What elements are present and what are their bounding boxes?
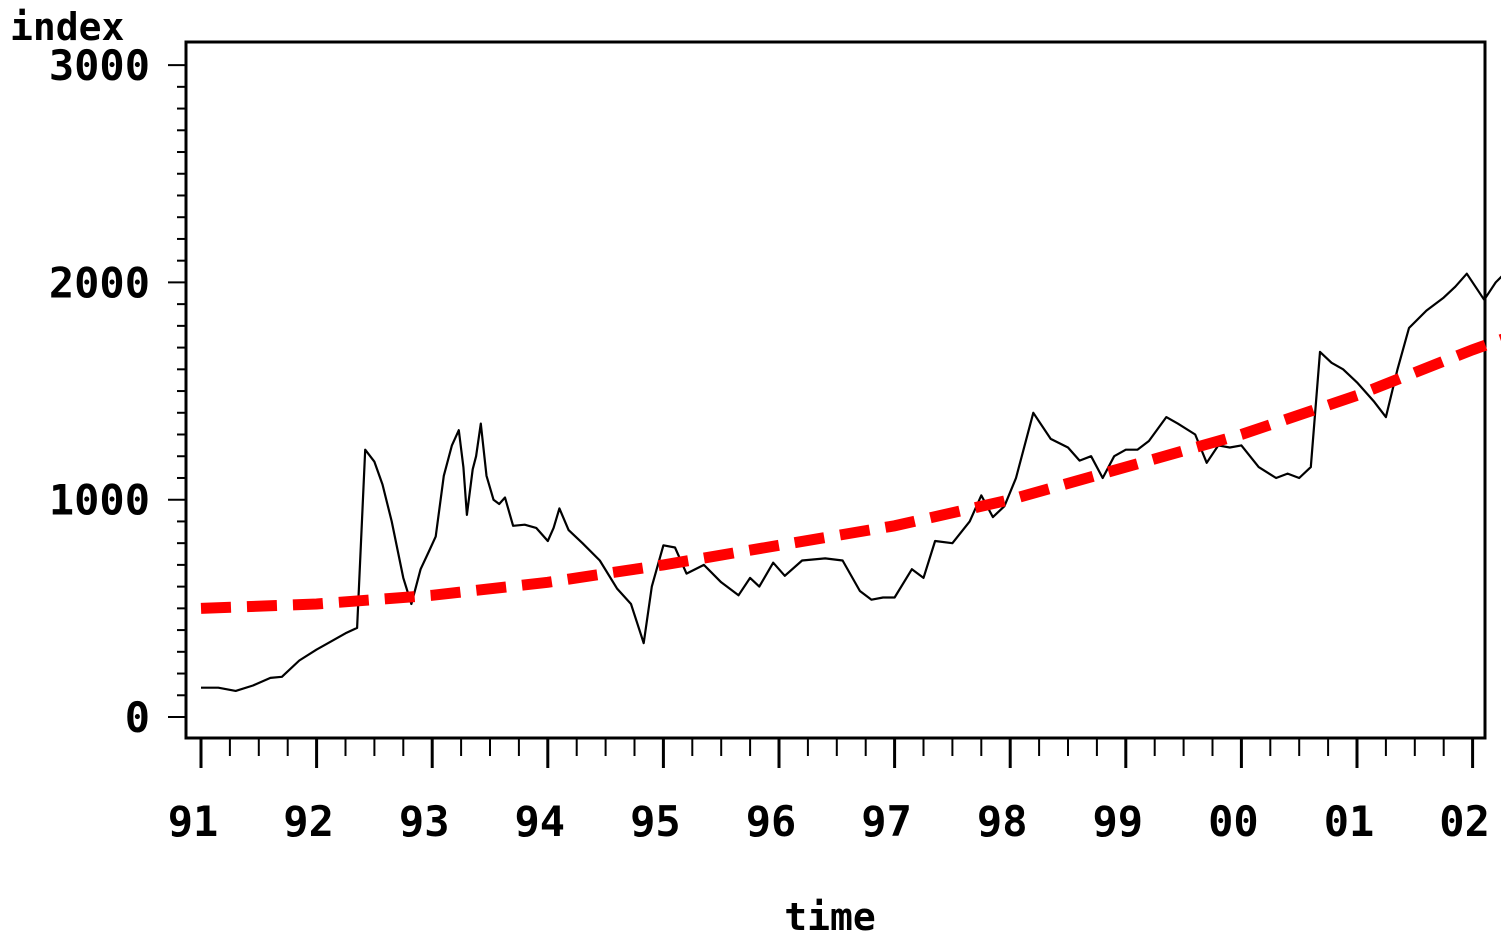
x-tick-label: 00 <box>1208 797 1259 846</box>
y-tick-label: 3000 <box>49 41 150 90</box>
index-line <box>201 272 1501 692</box>
x-axis-title: time <box>784 895 876 937</box>
x-tick-label: 99 <box>1093 797 1144 846</box>
trend-line <box>200 333 1501 614</box>
plot-frame <box>184 40 1487 740</box>
x-tick-label: 98 <box>977 797 1028 846</box>
x-tick-label: 91 <box>168 797 219 846</box>
y-axis-title: index <box>10 5 124 49</box>
y-axis: 0 1000 2000 3000 <box>49 41 186 742</box>
y-tick-label: 0 <box>125 693 150 742</box>
x-tick-label: 94 <box>515 797 566 846</box>
x-tick-label: 96 <box>746 797 797 846</box>
x-tick-label: 93 <box>399 797 450 846</box>
series-layer <box>200 272 1501 692</box>
x-axis: 91 92 93 94 95 96 97 98 99 00 01 02 <box>168 738 1490 846</box>
x-tick-label: 92 <box>283 797 334 846</box>
x-tick-label: 97 <box>861 797 912 846</box>
y-tick-label: 1000 <box>49 476 150 525</box>
x-tick-label: 02 <box>1439 797 1490 846</box>
x-tick-label: 01 <box>1324 797 1375 846</box>
x-tick-label: 95 <box>630 797 681 846</box>
y-tick-label: 2000 <box>49 258 150 307</box>
